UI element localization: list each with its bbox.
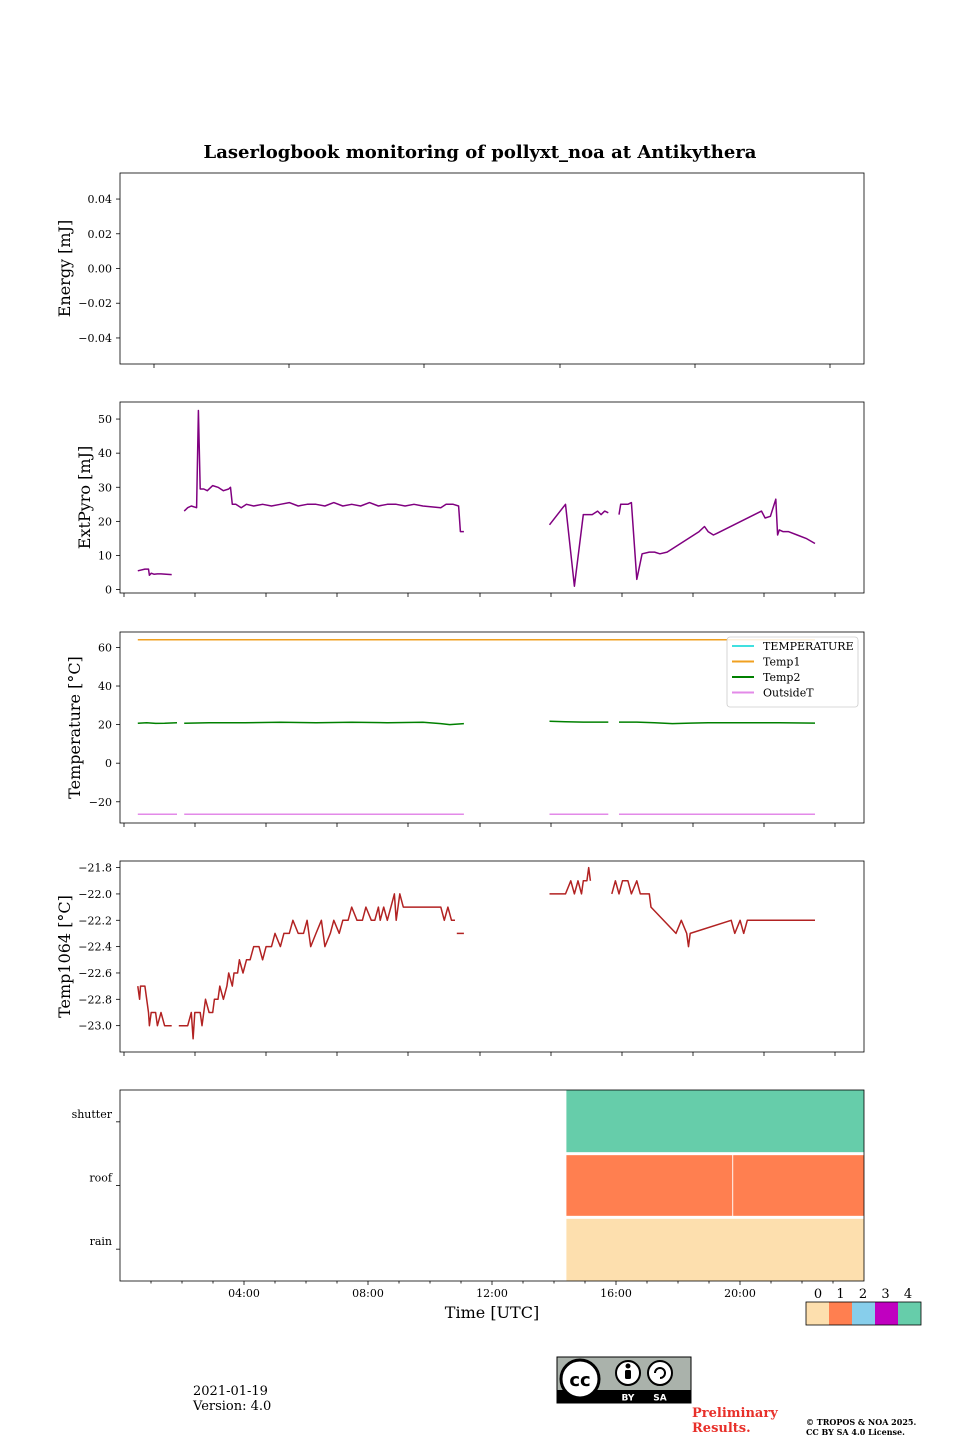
colorbar-label-4: 4 — [904, 1287, 912, 1302]
extpyro-ytick-label: 50 — [98, 413, 112, 426]
extpyro-series-0-segment-1 — [183, 409, 464, 533]
temp1064-panel: −21.8 −22.0 −22.2 −22.4 −22.6 −22.8 −23.0 Temp1… — [55, 860, 865, 1056]
colorbar-label-2: 2 — [859, 1287, 867, 1302]
temp1064-ytick-label: −23.0 — [78, 1020, 112, 1033]
legend-label-temperature: TEMPERATURE — [763, 640, 854, 653]
extpyro-panel: 0 10 20 30 40 50 ExtPyro [mJ] — [75, 401, 865, 597]
by-person-body — [625, 1370, 631, 1379]
colorbar-swatch-0 — [806, 1302, 829, 1325]
badge-sa-label: SA — [653, 1394, 666, 1404]
figure-title: Laserlogbook monitoring of pollyxt_noa a… — [204, 142, 757, 163]
energy-panel: 0.04 0.02 0.00 −0.02 −0.04 Energy [mJ] — [55, 172, 865, 368]
status-cell-shutter — [566, 1090, 864, 1153]
legend-label-temp2: Temp2 — [763, 671, 800, 684]
legend-label-outsidet: OutsideT — [763, 687, 814, 700]
temp1064-series-0-segment-0 — [137, 985, 172, 1027]
energy-ytick-label: 0.04 — [88, 193, 113, 206]
energy-ylabel: Energy [mJ] — [55, 220, 74, 318]
status-cell-roof — [566, 1155, 733, 1216]
colorbar-swatch-1 — [829, 1302, 852, 1325]
status-xtick-label: 08:00 — [352, 1287, 384, 1300]
temp1064-series-0-segment-4 — [611, 880, 815, 948]
temperature-series-2-segment-2 — [549, 720, 609, 723]
extpyro-axes-frame — [119, 401, 865, 594]
legend-label-temp1: Temp1 — [763, 656, 800, 669]
footer-date: 2021-01-19 — [193, 1384, 268, 1399]
preliminary-line1: Preliminary — [692, 1406, 778, 1421]
temperature-ytick-label: −20 — [89, 796, 112, 809]
status-row-label-roof: roof — [89, 1172, 113, 1185]
temp1064-ytick-label: −22.2 — [78, 914, 112, 927]
temp1064-axes-frame — [119, 860, 865, 1053]
temperature-ylabel: Temperature [°C] — [65, 656, 84, 799]
preliminary-line2: Results. — [692, 1421, 751, 1436]
colorbar-label-1: 1 — [836, 1287, 844, 1302]
extpyro-ylabel: ExtPyro [mJ] — [75, 446, 94, 549]
copyright-notice: © TROPOS & NOA 2025. CC BY SA 4.0 Licens… — [806, 1417, 916, 1437]
by-person-head — [625, 1363, 631, 1369]
extpyro-series-0-segment-0 — [137, 568, 172, 577]
preliminary-notice: Preliminary Results. — [692, 1406, 778, 1436]
extpyro-series-0-segment-3 — [618, 498, 816, 581]
status-panel: shutter roof rain 04:00 08:00 12:00 16:00 20:00… — [72, 1089, 865, 1322]
temperature-ytick-label: 40 — [98, 680, 112, 693]
temperature-ytick-label: 60 — [98, 641, 112, 654]
copyright-line2: CC BY SA 4.0 License. — [806, 1427, 905, 1437]
extpyro-ytick-label: 0 — [105, 584, 112, 597]
sa-share-icon — [647, 1360, 673, 1386]
temp1064-ytick-label: −22.8 — [78, 993, 112, 1006]
cc-circle-icon — [559, 1358, 601, 1400]
temp1064-ytick-label: −22.0 — [78, 888, 112, 901]
temperature-legend-box — [726, 636, 859, 708]
colorbar-swatch-3 — [875, 1302, 898, 1325]
energy-ytick-label: 0.02 — [88, 228, 113, 241]
temp1064-series-0-segment-3 — [549, 866, 592, 895]
status-cell-roof — [733, 1155, 864, 1216]
energy-ytick-label: 0.00 — [88, 263, 113, 276]
temperature-axes-frame — [119, 631, 865, 824]
status-row-label-shutter: shutter — [72, 1108, 113, 1121]
cc-label: cc — [569, 1370, 590, 1391]
extpyro-series-0-segment-2 — [548, 503, 609, 587]
temperature-ytick-label: 0 — [105, 757, 112, 770]
temperature-series-2-segment-0 — [137, 721, 178, 725]
temp1064-ytick-label: −21.8 — [78, 862, 112, 875]
extpyro-ytick-label: 20 — [98, 515, 112, 528]
colorbar-label-0: 0 — [814, 1287, 822, 1302]
energy-axes-frame — [119, 172, 865, 365]
status-xtick-label: 12:00 — [476, 1287, 508, 1300]
extpyro-ytick-label: 40 — [98, 447, 112, 460]
status-xtick-label: 20:00 — [724, 1287, 756, 1300]
temperature-panel: 60 40 20 0 −20 Temperature [°C] TEMPERATURE Tem… — [65, 631, 865, 827]
colorbar-swatch-2 — [852, 1302, 875, 1325]
temp1064-series-0-segment-1 — [178, 893, 455, 1040]
footer-version: Version: 4.0 — [193, 1399, 272, 1414]
colorbar-swatch-4 — [898, 1302, 921, 1325]
status-cell-rain — [566, 1218, 864, 1281]
energy-ytick-label: −0.04 — [78, 332, 112, 345]
status-row-label-rain: rain — [90, 1235, 112, 1248]
temp1064-ytick-label: −22.4 — [78, 941, 112, 954]
temp1064-ytick-label: −22.6 — [78, 967, 112, 980]
colorbar-frame — [805, 1301, 922, 1326]
sa-arrow-icon — [654, 1367, 666, 1379]
copyright-line1: © TROPOS & NOA 2025. — [806, 1417, 917, 1427]
cc-by-sa-badge: cc BY SA — [556, 1356, 692, 1404]
status-xtick-label: 16:00 — [600, 1287, 632, 1300]
badge-by-label: BY — [622, 1394, 635, 1404]
extpyro-ytick-label: 30 — [98, 481, 112, 494]
temperature-series-2-segment-3 — [619, 721, 816, 725]
extpyro-ytick-label: 10 — [98, 549, 112, 562]
status-xtick-label: 04:00 — [228, 1287, 260, 1300]
temperature-series-2-segment-1 — [184, 721, 464, 726]
status-xlabel: Time [UTC] — [445, 1303, 539, 1322]
energy-ytick-label: −0.02 — [78, 297, 112, 310]
temp1064-ylabel: Temp1064 [°C] — [55, 895, 74, 1018]
colorbar-label-3: 3 — [881, 1287, 889, 1302]
temperature-ytick-label: 20 — [98, 719, 112, 732]
